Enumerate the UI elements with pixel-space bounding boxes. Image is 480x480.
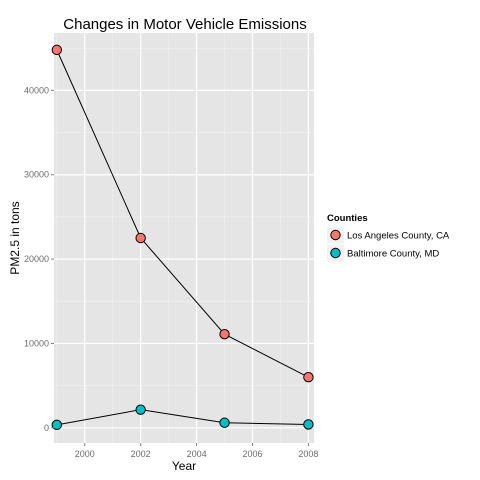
legend-title: Counties: [327, 213, 368, 224]
series-line-1: [56, 409, 309, 426]
data-point-series-0: [135, 232, 146, 244]
legend-swatch: [330, 247, 341, 259]
legend: Counties Los Angeles County, CA Baltimore…: [327, 213, 450, 262]
y-tick-label: 30000: [24, 170, 49, 180]
y-tick-label: 20000: [24, 254, 49, 264]
x-axis-title: Year: [172, 459, 196, 473]
x-tick-label: 2006: [242, 449, 262, 459]
legend-label: Los Angeles County, CA: [347, 231, 450, 242]
data-point-series-1: [51, 419, 62, 431]
x-tick-label: 2004: [187, 449, 207, 459]
x-tick-label: 2008: [298, 449, 318, 459]
legend-swatch: [330, 229, 341, 241]
legend-label: Baltimore County, MD: [347, 249, 439, 260]
data-point-series-1: [135, 404, 146, 415]
chart-title: Changes in Motor Vehicle Emissions: [63, 16, 306, 33]
data-points: [51, 44, 314, 431]
x-axis-ticks: 2000 2002 2004 2006 2008: [75, 443, 318, 459]
x-tick-label: 2000: [75, 449, 95, 459]
series-lines: [56, 49, 309, 426]
y-tick-label: 0: [44, 423, 49, 433]
y-axis-title: PM2.5 in tons: [8, 201, 22, 274]
y-tick-label: 10000: [24, 338, 49, 348]
data-point-series-1: [303, 419, 314, 430]
data-point-series-0: [219, 328, 230, 340]
y-axis-ticks: 0 10000 20000 30000 40000: [24, 85, 54, 433]
plot-panel: [54, 33, 314, 443]
series-line-0: [56, 49, 309, 378]
data-point-series-0: [303, 371, 314, 383]
y-tick-label: 40000: [24, 85, 49, 95]
data-point-series-1: [219, 417, 230, 428]
x-tick-label: 2002: [131, 449, 151, 459]
minor-gridlines: [54, 33, 314, 443]
major-gridlines: [54, 33, 314, 443]
data-point-series-0: [51, 44, 62, 56]
